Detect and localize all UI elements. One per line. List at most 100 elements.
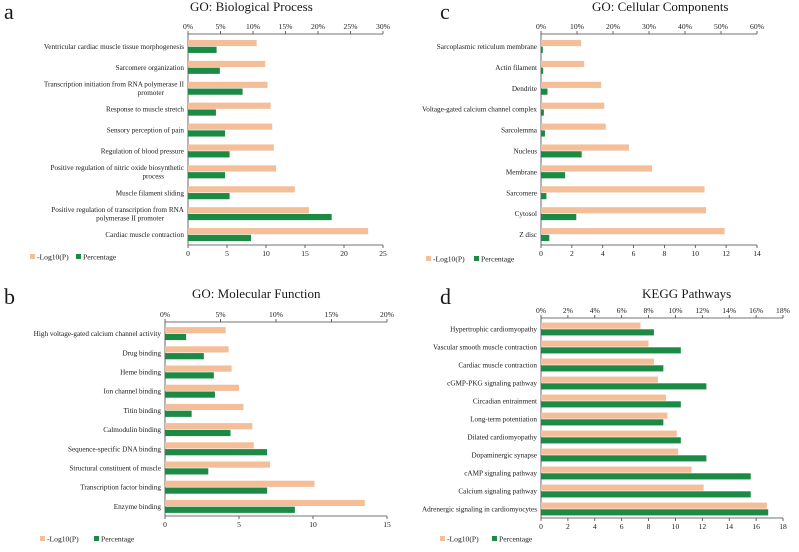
legend-label: Percentage [481,255,515,264]
bar-log10p [188,207,309,214]
bar-percentage [188,234,252,242]
bar-percentage [165,353,204,360]
category-label: Muscle filament sliding [116,189,185,197]
legend-label: Percentage [83,253,117,262]
bottom-tick-label: 6 [620,522,624,531]
bottom-tick-label: 2 [566,522,570,531]
bar-log10p [541,484,704,491]
top-tick-label: 15% [279,22,294,31]
legend-label: -Log10(P) [447,535,479,544]
bar-log10p [165,384,239,391]
category-label: Membrane [506,168,537,176]
legend-swatch [426,256,431,261]
bar-log10p [165,327,226,334]
bottom-tick-label: 25 [379,249,387,258]
category-label: Calcium signaling pathway [458,488,537,496]
category-label: Vascular smooth muscle contraction [433,344,537,352]
bar-percentage [165,487,268,494]
bottom-tick-label: 10 [309,520,317,529]
category-label: Hypertrophic cardiomyopathy [450,326,537,334]
bar-percentage [541,491,751,498]
category-label: Structural constituent of muscle [69,465,161,473]
panel-letter: c [440,0,450,24]
top-tick-label: 12% [695,306,710,315]
category-label: Sequence-specific DNA binding [68,445,161,453]
bar-percentage [541,329,654,336]
top-tick-label: 25% [344,22,359,31]
panel-letter: d [440,284,451,309]
bar-log10p [165,403,244,411]
bar-log10p [188,144,274,151]
category-label: Long-term potentiation [470,416,537,424]
bar-log10p [541,186,705,193]
legend-label: -Log10(P) [433,255,465,264]
bottom-tick-label: 12 [722,249,730,258]
category-label: Circadian entrainment [473,398,537,406]
category-label: Adrenergic signaling in cardiomyocytes [422,506,537,514]
bar-percentage [188,193,230,200]
bar-percentage [188,151,230,158]
chart-title: GO: Cellular Components [592,0,729,14]
bar-percentage [188,109,216,116]
bar-percentage [165,410,192,417]
bottom-tick-label: 15 [301,249,309,258]
category-label: Cardiac muscle contraction [458,362,537,370]
bar-percentage [188,88,243,95]
category-label: Drug binding [122,349,161,357]
top-tick-label: 10% [668,306,683,315]
bar-log10p [541,322,641,329]
bar-log10p [541,144,629,151]
bar-log10p [165,423,253,430]
bottom-tick-label: 8 [647,522,651,531]
bar-log10p [188,81,268,88]
bottom-tick-label: 14 [753,249,761,258]
bar-log10p [165,499,365,507]
bar-log10p [541,412,668,419]
category-label: Response to muscle stretch [106,106,184,114]
bottom-tick-label: 5 [237,520,241,529]
top-tick-label: 18% [776,306,791,315]
category-label: Ion channel binding [104,388,162,396]
bar-percentage [541,234,550,242]
category-label: Enzyme binding [114,503,162,511]
category-label: High voltage-gated calcium channel activ… [34,330,162,338]
category-label: Dopaminergic synapse [471,452,537,460]
bar-log10p [541,394,667,401]
bottom-tick-label: 16 [752,522,760,531]
bar-log10p [188,186,295,193]
top-tick-label: 10% [269,310,284,319]
top-tick-label: 0% [536,22,547,31]
bar-percentage [541,401,681,408]
category-label: Regulation of blood pressure [101,147,184,155]
category-label: Actin filament [495,64,537,72]
category-label: Cytosol [515,210,537,218]
bar-percentage [541,109,544,116]
bottom-tick-label: 2 [570,249,574,258]
bar-log10p [541,123,606,130]
bar-percentage [165,372,214,379]
bottom-tick-label: 0 [539,522,543,531]
bar-percentage [188,213,332,221]
category-label: Transcription initiation from RNA polyme… [44,80,185,97]
bar-log10p [188,123,273,130]
legend-label: -Log10(P) [47,535,79,544]
legend-swatch [474,256,479,261]
bar-percentage [541,365,664,372]
bar-log10p [541,430,677,437]
bottom-tick-label: 15 [383,520,391,529]
top-tick-label: 5% [215,22,226,31]
category-label: Dendrite [512,85,537,93]
bar-log10p [541,102,605,109]
bar-log10p [541,60,585,68]
category-label: Sarcoplasmic reticulum membrane [437,43,537,51]
bar-percentage [165,449,268,456]
chart-title: GO: Biological Process [190,0,313,14]
category-label: Heme binding [120,369,161,377]
top-tick-label: 20% [380,310,395,319]
bar-percentage [165,468,209,475]
bottom-tick-label: 18 [779,522,787,531]
legend-swatch [492,536,497,541]
top-tick-label: 40% [678,22,693,31]
bar-percentage [541,213,577,221]
